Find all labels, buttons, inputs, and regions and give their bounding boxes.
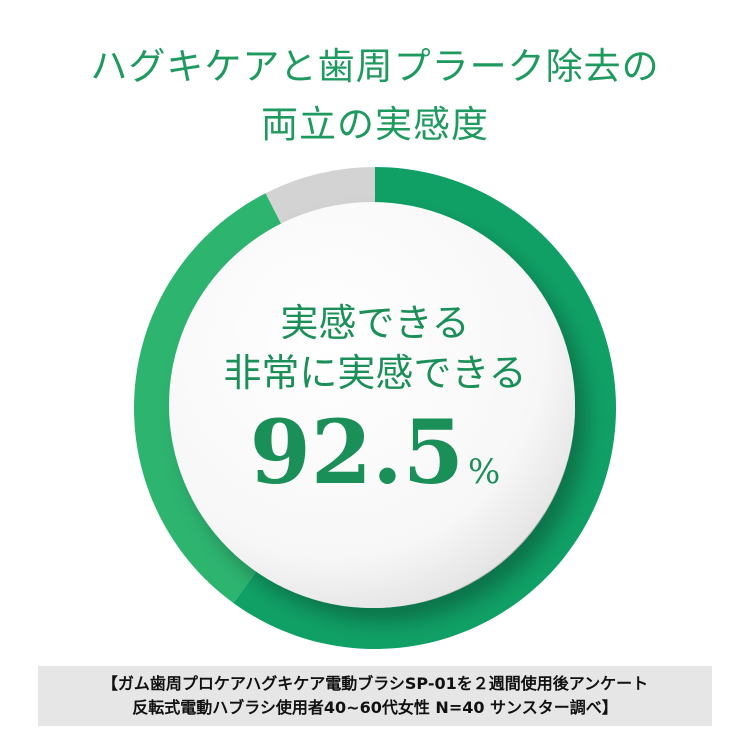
chart-title: ハグキケアと歯周プラーク除去の 両立の実感度: [0, 38, 750, 154]
center-label-2: 非常に実感できる: [223, 351, 527, 395]
donut-segment-2: [133, 193, 285, 603]
footnote-line-1: 【ガム歯周プロケアハグキケア電動ブラシSP-01を２週間使用後アンケート: [101, 674, 649, 693]
center-percentage: 92.5%: [0, 400, 750, 504]
donut-center: [169, 202, 575, 608]
percentage-value: 92.5: [249, 400, 464, 504]
center-label-1: 実感できる: [280, 301, 470, 345]
donut-segment-3: [265, 167, 375, 230]
percentage-unit: %: [468, 452, 501, 492]
footnote-line-2: 反転式電動ハブラシ使用者40~60代女性 N=40 サンスター調べ】: [132, 698, 618, 717]
title-line-1: ハグキケアと歯周プラーク除去の: [90, 45, 660, 88]
survey-footnote: 【ガム歯周プロケアハグキケア電動ブラシSP-01を２週間使用後アンケート 反転式…: [38, 666, 712, 726]
title-line-2: 両立の実感度: [261, 103, 489, 146]
donut-segment-1: [233, 167, 617, 649]
